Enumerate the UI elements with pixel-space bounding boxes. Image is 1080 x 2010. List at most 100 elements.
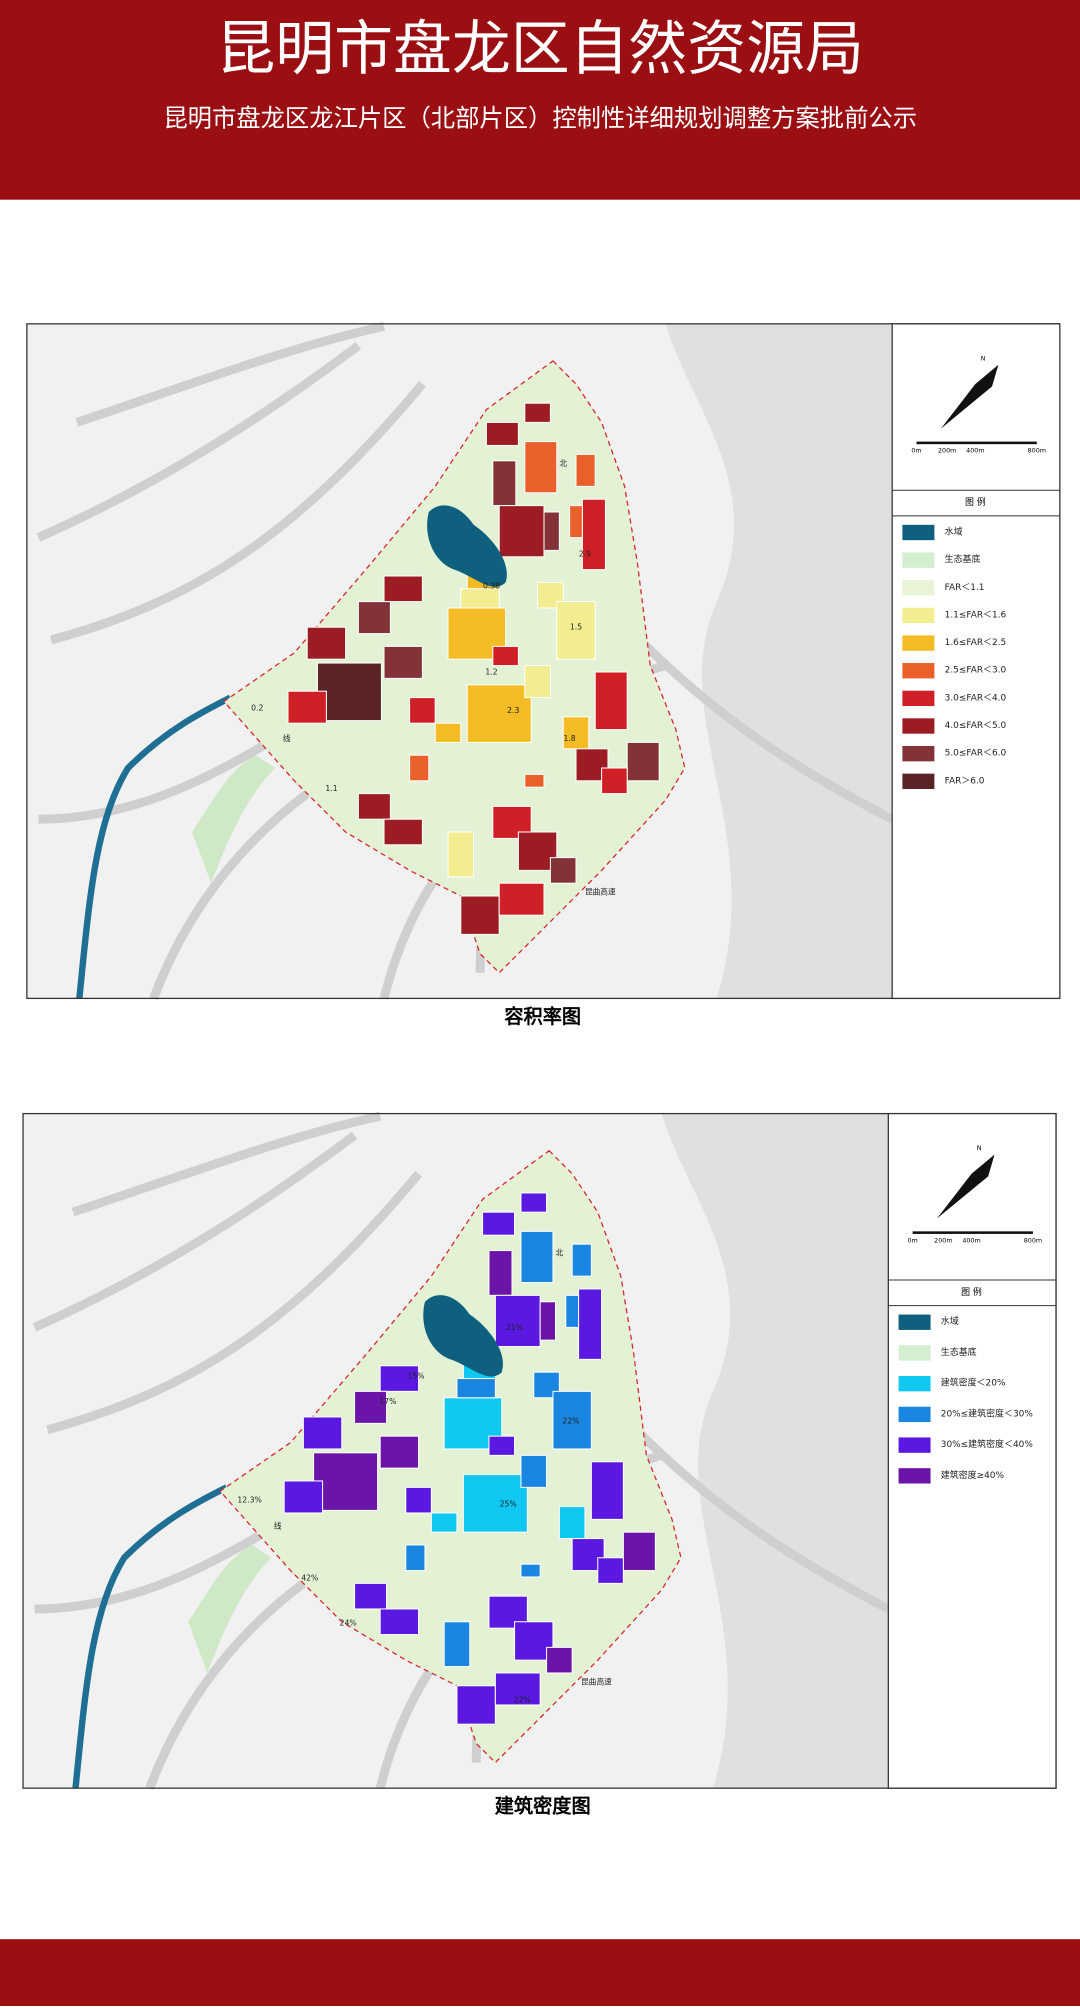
land-block (494, 1294, 541, 1348)
land-block (405, 1544, 426, 1572)
legend-label: 30%≤建筑密度＜40% (941, 1438, 1034, 1450)
legend-label: FAR＞6.0 (945, 776, 985, 786)
legend-swatch (898, 1406, 931, 1423)
legend-swatch (902, 607, 935, 624)
land-block (562, 716, 590, 750)
land-block (597, 1557, 624, 1584)
scale-label: 800m (1024, 1236, 1042, 1244)
map-label: 2.3 (507, 706, 519, 715)
legend-swatch (898, 1468, 931, 1484)
legend-swatch (902, 718, 935, 734)
land-block (498, 505, 545, 558)
land-block (590, 1461, 624, 1520)
land-block (447, 831, 475, 878)
land-block (430, 1512, 458, 1533)
map-label: 25% (500, 1500, 517, 1509)
legend-swatch (898, 1314, 931, 1330)
hillshade (665, 323, 893, 999)
legend-swatch (898, 1376, 931, 1392)
legend-label: 生态基底 (945, 553, 981, 565)
land-block (302, 1416, 343, 1450)
land-block (409, 697, 436, 724)
road (36, 342, 362, 542)
scale-label: 0m (907, 1236, 917, 1244)
map-label: 线 (283, 733, 291, 743)
map-label: 22% (514, 1695, 531, 1704)
legend-swatch (898, 1345, 931, 1361)
footer-band (0, 1939, 1080, 2008)
scale-label: 200m (934, 1236, 952, 1244)
land-block (498, 882, 545, 916)
scale-bar (912, 1231, 1033, 1234)
north-label: N (977, 1144, 982, 1152)
land-block (283, 1480, 324, 1514)
land-block (558, 1506, 586, 1540)
land-block (626, 741, 660, 782)
legend-label: 水域 (941, 1315, 959, 1327)
map-caption: 容积率图 (504, 1005, 581, 1028)
road (149, 790, 310, 1000)
water-body (427, 505, 507, 587)
map-label: 15% (407, 1372, 424, 1381)
legend-label: 1.1≤FAR＜1.6 (945, 610, 1007, 620)
legend-swatch (902, 690, 935, 707)
land-block (571, 1243, 592, 1277)
land-block (357, 793, 391, 820)
land-block (539, 1301, 557, 1341)
land-block (594, 671, 628, 731)
legend-swatch (902, 635, 935, 651)
road (32, 1131, 358, 1332)
green-strip (188, 1544, 272, 1673)
scale-label: 400m (966, 447, 984, 455)
road (71, 1111, 382, 1217)
map-label: 0.2 (251, 703, 263, 712)
legend-swatch (902, 580, 935, 596)
legend-title: 图 例 (961, 1286, 982, 1298)
map-label: 1.1 (325, 784, 337, 793)
scale-label: 800m (1028, 447, 1046, 455)
land-block (383, 645, 423, 679)
land-block (379, 1435, 420, 1469)
land-block (520, 1563, 541, 1578)
land-block (354, 1390, 388, 1424)
legend-label: 水域 (945, 525, 963, 537)
river (72, 1484, 228, 1789)
river (76, 694, 232, 999)
land-block (409, 754, 430, 782)
land-block (492, 645, 519, 667)
map-label: 北 (556, 1249, 564, 1258)
scale-label: 200m (938, 447, 956, 455)
land-block (520, 1230, 554, 1284)
legend-title: 图 例 (965, 496, 986, 508)
land-block (460, 588, 500, 609)
legend-label: 建筑密度＜20% (941, 1377, 1006, 1389)
map-label: 北 (559, 459, 567, 468)
land-block (549, 857, 577, 884)
land-block (520, 1454, 548, 1488)
land-block (601, 767, 628, 795)
map-label: 12.3% (237, 1496, 261, 1505)
land-block (565, 1294, 580, 1328)
land-block (569, 505, 583, 539)
land-block (575, 453, 596, 487)
road (46, 1170, 423, 1435)
map-label: 0.38 (483, 582, 500, 591)
legend-label: FAR＜1.1 (945, 583, 985, 593)
land-block (443, 1621, 471, 1668)
map-label: 22% (562, 1416, 579, 1425)
legend-swatch (898, 1437, 931, 1453)
road (636, 636, 895, 824)
land-block (306, 626, 347, 660)
land-block (524, 665, 551, 699)
map-label: 昆曲高速 (585, 887, 616, 897)
land-block (379, 1365, 420, 1392)
road (632, 1426, 891, 1613)
land-block (482, 1211, 516, 1236)
land-block (383, 818, 423, 846)
legend-swatch (902, 552, 935, 568)
land-block (383, 575, 423, 603)
map-label: 24% (340, 1619, 357, 1628)
map-label: 1.2 (485, 668, 497, 677)
